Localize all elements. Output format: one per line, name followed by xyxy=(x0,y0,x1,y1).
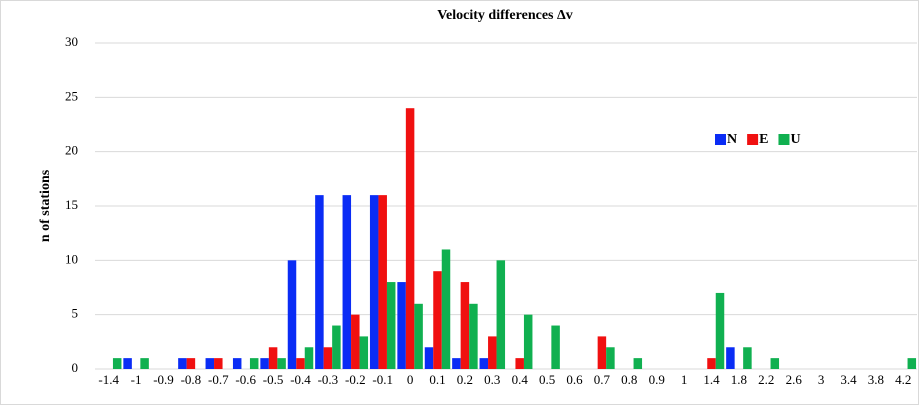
bar xyxy=(315,195,324,369)
x-tick-label: -0.7 xyxy=(208,372,229,387)
y-tick-label: 15 xyxy=(65,197,78,212)
bar xyxy=(606,347,615,369)
x-tick-label: 0.9 xyxy=(649,372,665,387)
bar xyxy=(268,347,278,369)
bar xyxy=(496,260,506,369)
x-tick-label: 1.8 xyxy=(731,372,747,387)
x-tick-label: 4.2 xyxy=(895,372,911,387)
bar xyxy=(386,282,396,369)
y-axis-label: n of stations xyxy=(38,169,53,242)
x-tick-label: 0.1 xyxy=(429,372,445,387)
x-tick-label: -0.1 xyxy=(372,372,393,387)
bar xyxy=(277,358,286,369)
bar xyxy=(214,358,223,369)
bar xyxy=(770,358,780,369)
x-tick-label: 0 xyxy=(407,372,414,387)
bar xyxy=(441,249,451,369)
bar xyxy=(469,303,478,369)
legend-swatch xyxy=(715,134,726,145)
bar xyxy=(907,358,917,369)
bar xyxy=(743,347,752,369)
bar xyxy=(414,303,423,369)
bar xyxy=(112,358,122,369)
bar xyxy=(351,314,360,369)
bar xyxy=(488,336,497,369)
bar xyxy=(707,358,716,369)
x-tick-label: 0.8 xyxy=(621,372,637,387)
bar xyxy=(287,260,297,369)
x-tick-label: 0.5 xyxy=(539,372,555,387)
bar xyxy=(715,292,725,369)
x-tick-label: -0.3 xyxy=(318,372,339,387)
bar xyxy=(178,358,187,369)
bar xyxy=(515,358,524,369)
y-tick-label: 5 xyxy=(72,306,79,321)
bar xyxy=(633,358,643,369)
bar xyxy=(186,358,196,369)
x-tick-label: 3 xyxy=(818,372,825,387)
x-tick-label: -1 xyxy=(131,372,142,387)
bar xyxy=(359,336,369,369)
x-tick-label: -0.2 xyxy=(345,372,366,387)
bar xyxy=(123,358,132,369)
bar xyxy=(551,325,560,369)
bar xyxy=(249,358,259,369)
bar xyxy=(479,358,489,369)
x-tick-label: 2.2 xyxy=(758,372,774,387)
bar xyxy=(342,195,352,369)
legend-label: U xyxy=(790,132,800,147)
bar xyxy=(433,271,442,369)
bar xyxy=(460,282,470,369)
x-tick-label: -0.5 xyxy=(263,372,284,387)
y-tick-label: 0 xyxy=(72,360,79,375)
x-tick-label: -0.6 xyxy=(235,372,256,387)
x-tick-label: 0.3 xyxy=(484,372,500,387)
bar xyxy=(452,358,461,369)
x-tick-label: 1 xyxy=(681,372,688,387)
x-tick-label: 0.6 xyxy=(566,372,583,387)
x-tick-label: 3.4 xyxy=(840,372,857,387)
x-tick-label: 0.2 xyxy=(457,372,473,387)
bar xyxy=(405,108,415,369)
bar xyxy=(260,358,269,369)
legend-swatch xyxy=(778,134,790,145)
x-tick-label: -0.8 xyxy=(181,372,202,387)
chart-title: Velocity differences Δv xyxy=(437,8,573,23)
x-tick-label: 1.4 xyxy=(703,372,720,387)
x-tick-label: 0.7 xyxy=(594,372,611,387)
y-tick-label: 20 xyxy=(65,143,78,158)
bar xyxy=(378,195,387,369)
legend-swatch xyxy=(747,134,759,145)
bar xyxy=(232,358,242,369)
bar xyxy=(304,347,314,369)
x-tick-label: 0.4 xyxy=(512,372,529,387)
bar xyxy=(397,282,406,369)
x-tick-label: 3.8 xyxy=(868,372,884,387)
x-tick-label: -0.9 xyxy=(153,372,174,387)
bar xyxy=(205,358,215,369)
y-tick-label: 10 xyxy=(65,251,78,266)
bar xyxy=(296,358,305,369)
bar xyxy=(523,314,533,369)
x-tick-label: 2.6 xyxy=(786,372,803,387)
bar xyxy=(140,358,149,369)
y-tick-label: 30 xyxy=(65,34,78,49)
bar xyxy=(369,195,379,369)
bar xyxy=(332,325,341,369)
bar xyxy=(424,347,434,369)
bar xyxy=(597,336,607,369)
legend-label: E xyxy=(759,132,768,147)
x-tick-label: -0.4 xyxy=(290,372,311,387)
bar xyxy=(726,347,735,369)
bar xyxy=(323,347,333,369)
x-tick-label: -1.4 xyxy=(98,372,119,387)
y-tick-label: 25 xyxy=(65,88,78,103)
legend-label: N xyxy=(727,132,737,147)
